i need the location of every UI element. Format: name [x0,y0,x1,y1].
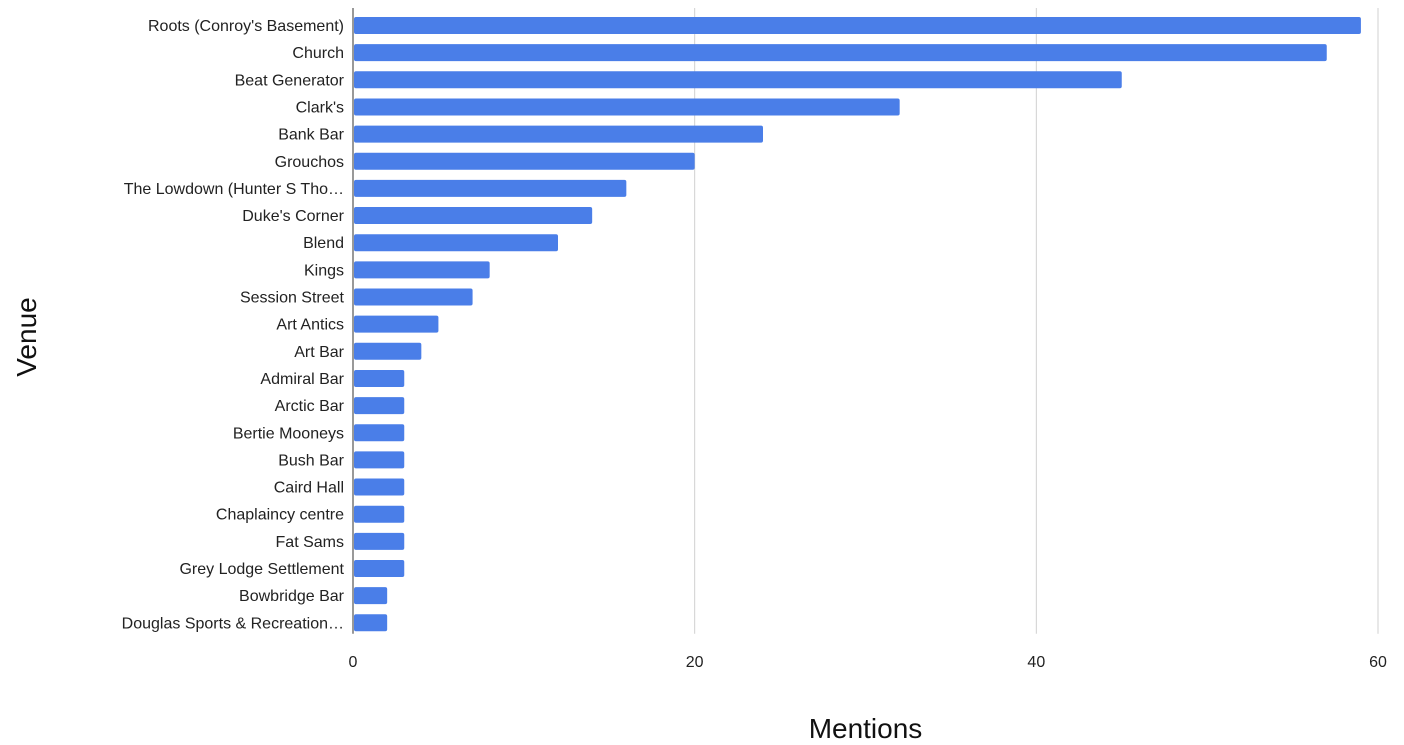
category-label: Arctic Bar [275,398,345,415]
bar [354,614,388,632]
category-label: Roots (Conroy's Basement) [148,18,344,35]
bar [354,397,405,415]
category-label: Duke's Corner [242,208,344,225]
bar [354,234,558,252]
bar [354,315,439,333]
bar [354,98,900,116]
category-label: Blend [303,235,344,252]
category-label: Caird Hall [274,480,344,497]
bar [354,505,405,523]
bar [354,44,1327,62]
bar [354,424,405,442]
bar [354,532,405,550]
category-label: Art Antics [276,317,344,334]
category-label: The Lowdown (Hunter S Tho… [124,181,344,198]
bar [354,451,405,469]
bar [354,369,405,387]
category-label: Bowbridge Bar [239,588,345,605]
bar [354,288,473,306]
bar [354,261,490,279]
category-label: Fat Sams [276,534,344,551]
bar [354,71,1122,89]
tick-layer: 0 20 40 60 [349,654,1387,671]
category-label: Grey Lodge Settlement [179,561,344,578]
bar [354,342,422,360]
x-tick-label: 40 [1027,654,1045,671]
category-label: Art Bar [294,344,344,361]
x-tick-label: 0 [349,654,358,671]
category-label: Chaplaincy centre [216,507,344,524]
bar [354,125,763,143]
category-label: Bertie Mooneys [233,425,344,442]
x-axis-title: Mentions [809,713,923,744]
category-label: Bank Bar [278,127,344,144]
bar [354,560,405,577]
bar-layer [354,17,1361,632]
bar [354,587,388,605]
label-layer: Roots (Conroy's Basement) Church Beat Gene… [122,18,345,632]
bar [354,152,695,170]
category-label: Beat Generator [235,72,345,89]
x-tick-label: 20 [686,654,704,671]
y-axis-title: Venue [11,297,42,376]
bar [354,17,1361,34]
bar [354,179,627,197]
bar [354,478,405,496]
bar [354,207,593,225]
category-label: Douglas Sports & Recreation… [122,615,344,632]
x-tick-label: 60 [1369,654,1387,671]
category-label: Admiral Bar [260,371,344,388]
category-label: Clark's [296,99,344,116]
category-label: Kings [304,262,344,279]
category-label: Church [292,45,344,62]
category-label: Bush Bar [278,452,344,469]
category-label: Session Street [240,290,345,307]
category-label: Grouchos [275,154,344,171]
